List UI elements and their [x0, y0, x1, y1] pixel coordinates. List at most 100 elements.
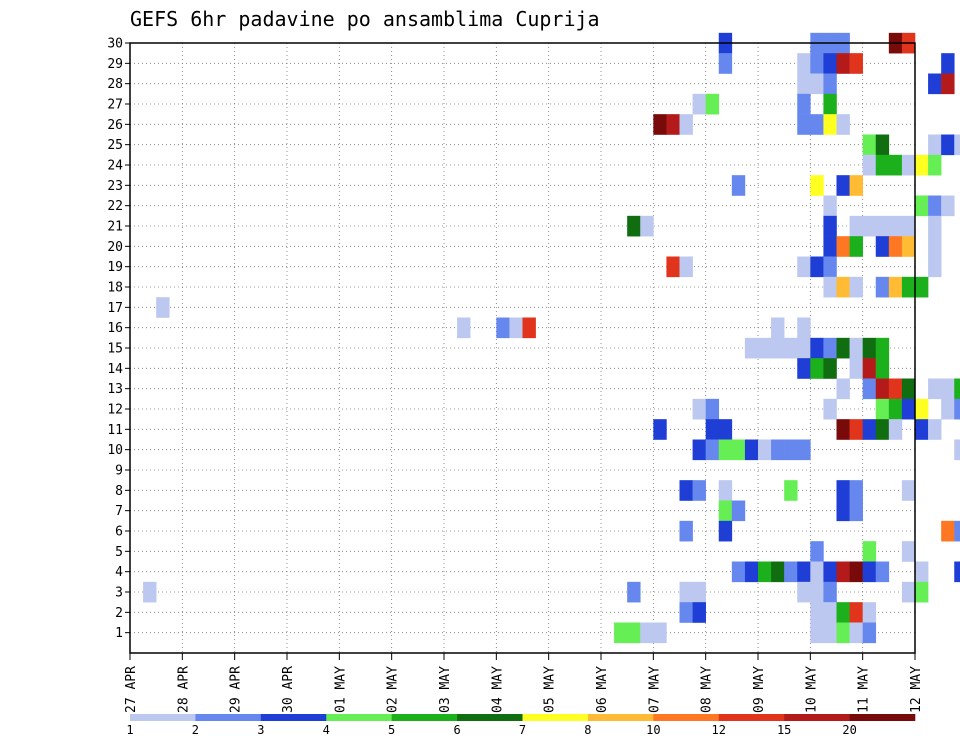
heatmap-cell	[849, 53, 863, 74]
heatmap-cell	[731, 561, 746, 583]
colorbar-label: 1	[126, 723, 133, 737]
x-tick-label: 08 MAY	[700, 666, 715, 713]
colorbar-label: 3	[257, 723, 264, 737]
heatmap-cell	[836, 622, 850, 644]
heatmap-cell	[784, 337, 798, 359]
y-tick-label: 22	[107, 199, 123, 214]
y-tick-label: 21	[107, 220, 123, 235]
heatmap-cell	[653, 622, 667, 644]
heatmap-cell	[849, 500, 863, 522]
heatmap-cell	[731, 175, 746, 196]
colorbar-swatch	[718, 714, 785, 721]
heatmap-cell	[679, 256, 693, 278]
heatmap-cell	[888, 419, 903, 440]
heatmap-cell	[941, 134, 955, 156]
heatmap-cell	[692, 398, 706, 420]
heatmap-cell	[810, 622, 824, 644]
heatmap-cell	[823, 114, 837, 135]
x-tick-label: 28 APR	[176, 666, 191, 713]
x-tick-label: 03 MAY	[438, 666, 453, 713]
heatmap-cell	[771, 337, 785, 359]
y-tick-label: 15	[107, 342, 123, 357]
y-tick-label: 8	[115, 484, 123, 499]
heatmap-cell	[901, 236, 916, 257]
heatmap-cell	[810, 114, 824, 135]
y-tick-label: 12	[107, 403, 123, 418]
colorbar-swatch	[326, 714, 392, 721]
heatmap-cell	[823, 622, 837, 644]
x-tick-label: 29 APR	[229, 666, 244, 713]
x-axis: 27 APR 28 APR 29 APR 30 APR 01 MAY 02 MAY 03 M…	[124, 653, 924, 713]
y-tick-label: 6	[115, 525, 123, 540]
heatmap-cell	[836, 480, 850, 501]
heatmap-cell	[653, 419, 667, 440]
heatmap-cell	[823, 561, 837, 583]
colorbar-swatch	[849, 714, 916, 721]
colorbar-swatch	[587, 714, 654, 721]
heatmap-cell	[744, 561, 759, 583]
heatmap-cell	[928, 215, 942, 237]
heatmap-cell	[849, 276, 863, 298]
heatmap-cell	[823, 276, 837, 298]
heatmap-cell	[823, 358, 837, 379]
colorbar-swatch	[130, 714, 196, 721]
heatmap-cell	[928, 419, 942, 440]
heatmap-cell	[823, 398, 837, 420]
colorbar-swatch	[457, 714, 523, 721]
heatmap-cell	[823, 236, 837, 257]
colorbar-label: 20	[842, 723, 856, 737]
heatmap-cell	[862, 602, 877, 623]
heatmap-cell	[849, 175, 863, 196]
colorbar-swatch	[260, 714, 327, 721]
y-tick-label: 20	[107, 240, 123, 255]
heatmap-cell	[614, 622, 628, 644]
heatmap-cell	[718, 480, 733, 501]
heatmap-cell	[862, 622, 877, 644]
heatmap-cell	[836, 500, 850, 522]
heatmap-cell	[862, 541, 877, 562]
heatmap-cell	[888, 154, 903, 176]
heatmap-cell	[627, 215, 641, 237]
heatmap-cell	[731, 500, 746, 522]
heatmap-cell	[797, 114, 811, 135]
heatmap-cell	[509, 317, 523, 339]
heatmap-cell	[901, 215, 916, 237]
heatmap-cell	[797, 93, 811, 115]
x-tick-label: 12 MAY	[909, 666, 924, 713]
heatmap-cell	[836, 276, 850, 298]
y-tick-label: 2	[115, 606, 123, 621]
heatmap-cell	[849, 602, 863, 623]
heatmap-cell	[692, 581, 706, 603]
y-tick-label: 16	[107, 321, 123, 336]
heatmap-cell	[666, 256, 680, 278]
heatmap-cell	[928, 73, 942, 95]
heatmap-cell	[823, 581, 837, 603]
heatmap-cell	[941, 73, 955, 95]
heatmap-cell	[875, 398, 890, 420]
heatmap-cell	[849, 236, 863, 257]
y-tick-label: 18	[107, 281, 123, 296]
heatmap-cell	[679, 520, 693, 542]
colorbar-swatch	[195, 714, 262, 721]
x-tick-label: 09 MAY	[752, 666, 767, 713]
heatmap-cell	[653, 114, 667, 135]
y-tick-label: 28	[107, 77, 123, 92]
heatmap-cell	[915, 276, 929, 298]
heatmap-cell	[457, 317, 471, 339]
heatmap-cell	[836, 561, 850, 583]
heatmap-cell	[836, 236, 850, 257]
heatmap-cell	[156, 297, 170, 318]
colorbar-label: 2	[192, 723, 199, 737]
heatmap-cell	[875, 358, 890, 379]
heatmap-cell	[744, 439, 759, 461]
x-tick-label: 30 APR	[281, 666, 296, 713]
y-tick-label: 14	[107, 362, 123, 377]
colorbar-label: 7	[519, 723, 526, 737]
heatmap-cell	[797, 561, 811, 583]
colorbar-swatch	[522, 714, 589, 721]
x-tick-label: 07 MAY	[647, 666, 662, 713]
heatmap-cell	[810, 256, 824, 278]
heatmap-cell	[836, 114, 850, 135]
heatmap-cell	[836, 602, 850, 623]
heatmap-cell	[875, 276, 890, 298]
